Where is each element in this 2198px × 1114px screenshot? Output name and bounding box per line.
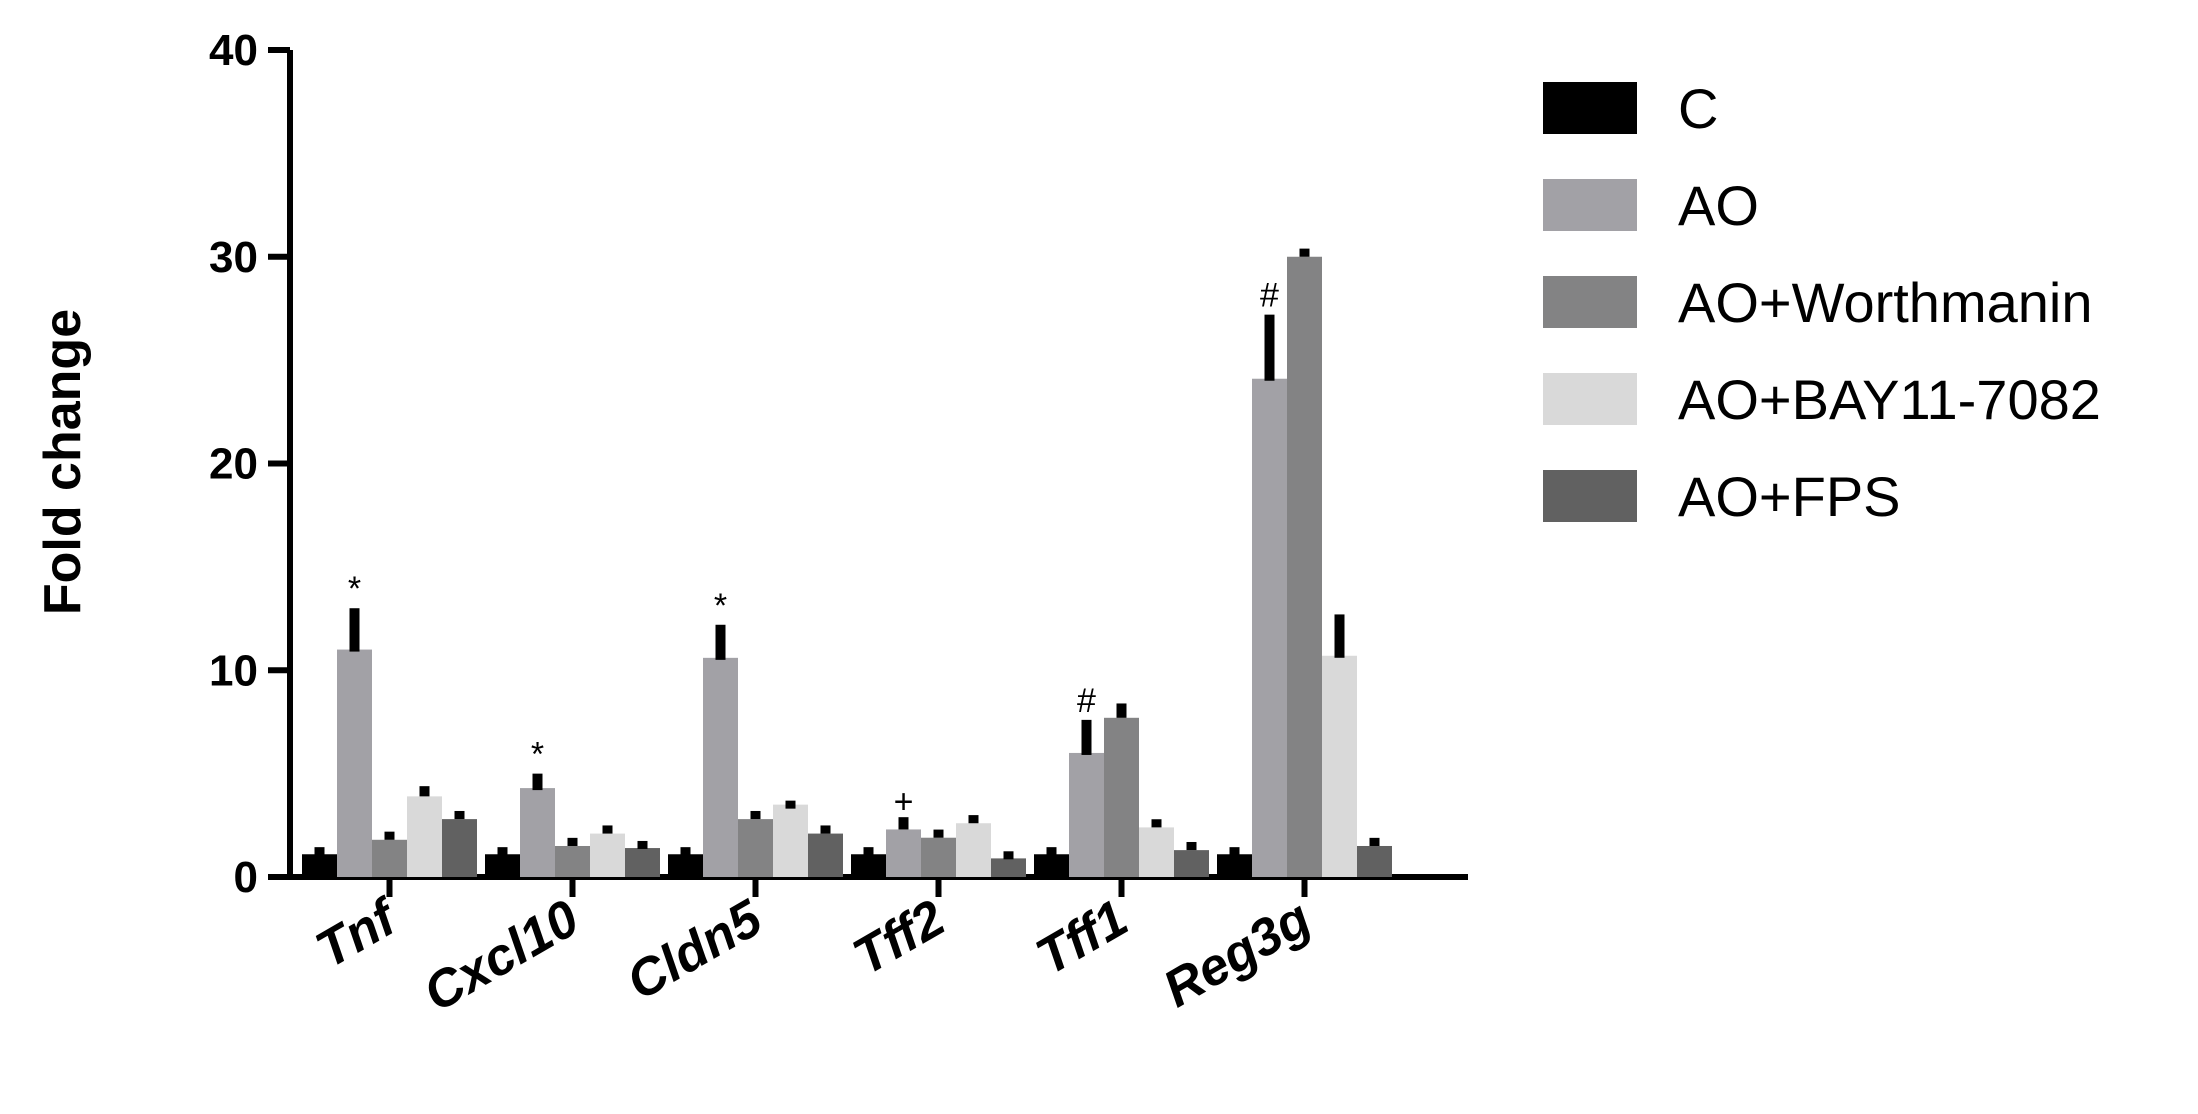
bars <box>302 256 1392 877</box>
bar-reg3g-ao-worthmanin <box>1287 256 1322 877</box>
error-bar-cxcl10-ao-bay11-7082 <box>602 825 613 834</box>
error-bar-tnf-ao-worthmanin <box>384 831 395 840</box>
error-bar-tff1-ao-worthmanin <box>1116 703 1127 718</box>
legend-swatch-ao-worthmanin <box>1543 276 1637 328</box>
error-bar-cldn5-ao-worthmanin <box>750 810 761 820</box>
error-bar-cldn5-ao-fps <box>820 825 831 834</box>
bar-tff1-ao-bay11-7082 <box>1139 827 1174 877</box>
legend-label-ao-worthmanin: AO+Worthmanin <box>1678 271 2092 334</box>
error-bar-cxcl10-ao <box>532 773 543 791</box>
bar-cldn5-ao <box>703 657 738 877</box>
error-bar-reg3g-ao <box>1264 314 1275 381</box>
error-bar-cldn5-ao-bay11-7082 <box>785 800 796 809</box>
annotation-cxcl10: * <box>531 736 544 774</box>
axes: 0 10 20 30 40 <box>209 26 1468 902</box>
legend-swatch-ao <box>1543 179 1637 231</box>
error-bar-cldn5-ao <box>715 624 726 660</box>
annotation-cldn5: * <box>714 587 727 625</box>
error-bar-tff1-ao <box>1081 719 1092 755</box>
error-bar-cxcl10-ao-fps <box>637 840 648 849</box>
x-tick-label-cxcl10: Cxcl10 <box>414 889 588 1023</box>
bar-tnf-c <box>302 854 337 877</box>
bar-tff2-ao-fps <box>991 858 1026 877</box>
error-bar-cxcl10-ao-worthmanin <box>567 837 578 846</box>
bar-reg3g-c <box>1217 854 1252 877</box>
bar-cxcl10-ao-worthmanin <box>555 845 590 877</box>
error-bar-cxcl10-c <box>497 847 508 856</box>
bar-reg3g-ao-fps <box>1357 845 1392 877</box>
bar-tnf-ao <box>337 649 372 877</box>
error-bar-tff2-ao <box>898 817 909 830</box>
bar-cldn5-ao-fps <box>808 833 843 877</box>
bar-tff2-ao <box>886 829 921 877</box>
x-tick-label-cldn5: Cldn5 <box>617 889 772 1012</box>
legend-swatch-ao-bay11-7082 <box>1543 373 1637 425</box>
error-bar-reg3g-c <box>1229 847 1240 856</box>
legend-swatch-c <box>1543 82 1637 134</box>
bar-reg3g-ao-bay11-7082 <box>1322 655 1357 877</box>
error-bar-tnf-ao-fps <box>454 810 465 820</box>
bar-cxcl10-ao-fps <box>625 848 660 877</box>
error-bar-tnf-ao-bay11-7082 <box>419 786 430 797</box>
y-axis-title: Fold change <box>34 309 92 615</box>
annotation-tff1: # <box>1077 682 1096 720</box>
legend-label-ao-bay11-7082: AO+BAY11-7082 <box>1678 368 2101 431</box>
error-bar-tff2-ao-fps <box>1003 851 1014 860</box>
bar-tff2-c <box>851 854 886 877</box>
annotation-tff2: + <box>894 783 914 821</box>
bar-cxcl10-ao <box>520 788 555 877</box>
significance-annotations: * * * + # # <box>348 277 1279 822</box>
bar-tff1-ao <box>1069 752 1104 877</box>
error-bar-tff1-ao-bay11-7082 <box>1151 819 1162 828</box>
error-bar-reg3g-ao-worthmanin <box>1299 248 1310 257</box>
legend-label-ao-fps: AO+FPS <box>1678 465 1901 528</box>
bar-tnf-ao-fps <box>442 819 477 877</box>
legend-label-ao: AO <box>1678 174 1759 237</box>
x-tick-label-reg3g: Reg3g <box>1154 889 1321 1019</box>
bar-cldn5-ao-worthmanin <box>738 819 773 877</box>
error-bar-reg3g-ao-fps <box>1369 837 1380 846</box>
bar-cxcl10-ao-bay11-7082 <box>590 833 625 877</box>
y-tick-label: 40 <box>209 26 258 75</box>
bar-cldn5-c <box>668 854 703 877</box>
y-tick-label: 10 <box>209 646 258 695</box>
bar-cldn5-ao-bay11-7082 <box>773 804 808 877</box>
legend-label-c: C <box>1678 77 1718 140</box>
bar-tff2-ao-bay11-7082 <box>956 823 991 877</box>
y-tick-label: 0 <box>234 853 258 902</box>
legend-swatch-ao-fps <box>1543 470 1637 522</box>
y-tick-label: 20 <box>209 440 258 489</box>
error-bar-tff2-c <box>863 847 874 856</box>
error-bar-tnf-ao <box>349 608 360 652</box>
bar-reg3g-ao <box>1252 378 1287 877</box>
error-bar-tff1-c <box>1046 847 1057 856</box>
error-bar-tnf-c <box>314 847 325 856</box>
error-bar-tff2-ao-bay11-7082 <box>968 815 979 824</box>
error-bar-tff2-ao-worthmanin <box>933 829 944 838</box>
bar-tnf-ao-bay11-7082 <box>407 796 442 877</box>
annotation-reg3g: # <box>1260 277 1279 315</box>
legend: C AO AO+Worthmanin AO+BAY11-7082 AO+FPS <box>1543 77 2101 528</box>
bar-tff1-ao-worthmanin <box>1104 717 1139 877</box>
axis-labels: Fold change Tnf Cxcl10 Cldn5 Tff2 Tff1 Reg3g <box>34 309 1321 1023</box>
bar-cxcl10-c <box>485 854 520 877</box>
bar-tnf-ao-worthmanin <box>372 839 407 877</box>
bar-tff1-ao-fps <box>1174 850 1209 877</box>
x-tick-label-tff2: Tff2 <box>844 889 955 986</box>
error-bar-cldn5-c <box>680 847 691 856</box>
bar-tff2-ao-worthmanin <box>921 837 956 877</box>
error-bars <box>314 248 1380 860</box>
x-tick-label-tnf: Tnf <box>306 887 409 980</box>
bar-tff1-c <box>1034 854 1069 877</box>
annotation-tnf: * <box>348 570 361 608</box>
x-tick-label-tff1: Tff1 <box>1027 889 1138 986</box>
y-tick-label: 30 <box>209 233 258 282</box>
error-bar-tff1-ao-fps <box>1186 841 1197 851</box>
error-bar-reg3g-ao-bay11-7082 <box>1334 614 1345 658</box>
